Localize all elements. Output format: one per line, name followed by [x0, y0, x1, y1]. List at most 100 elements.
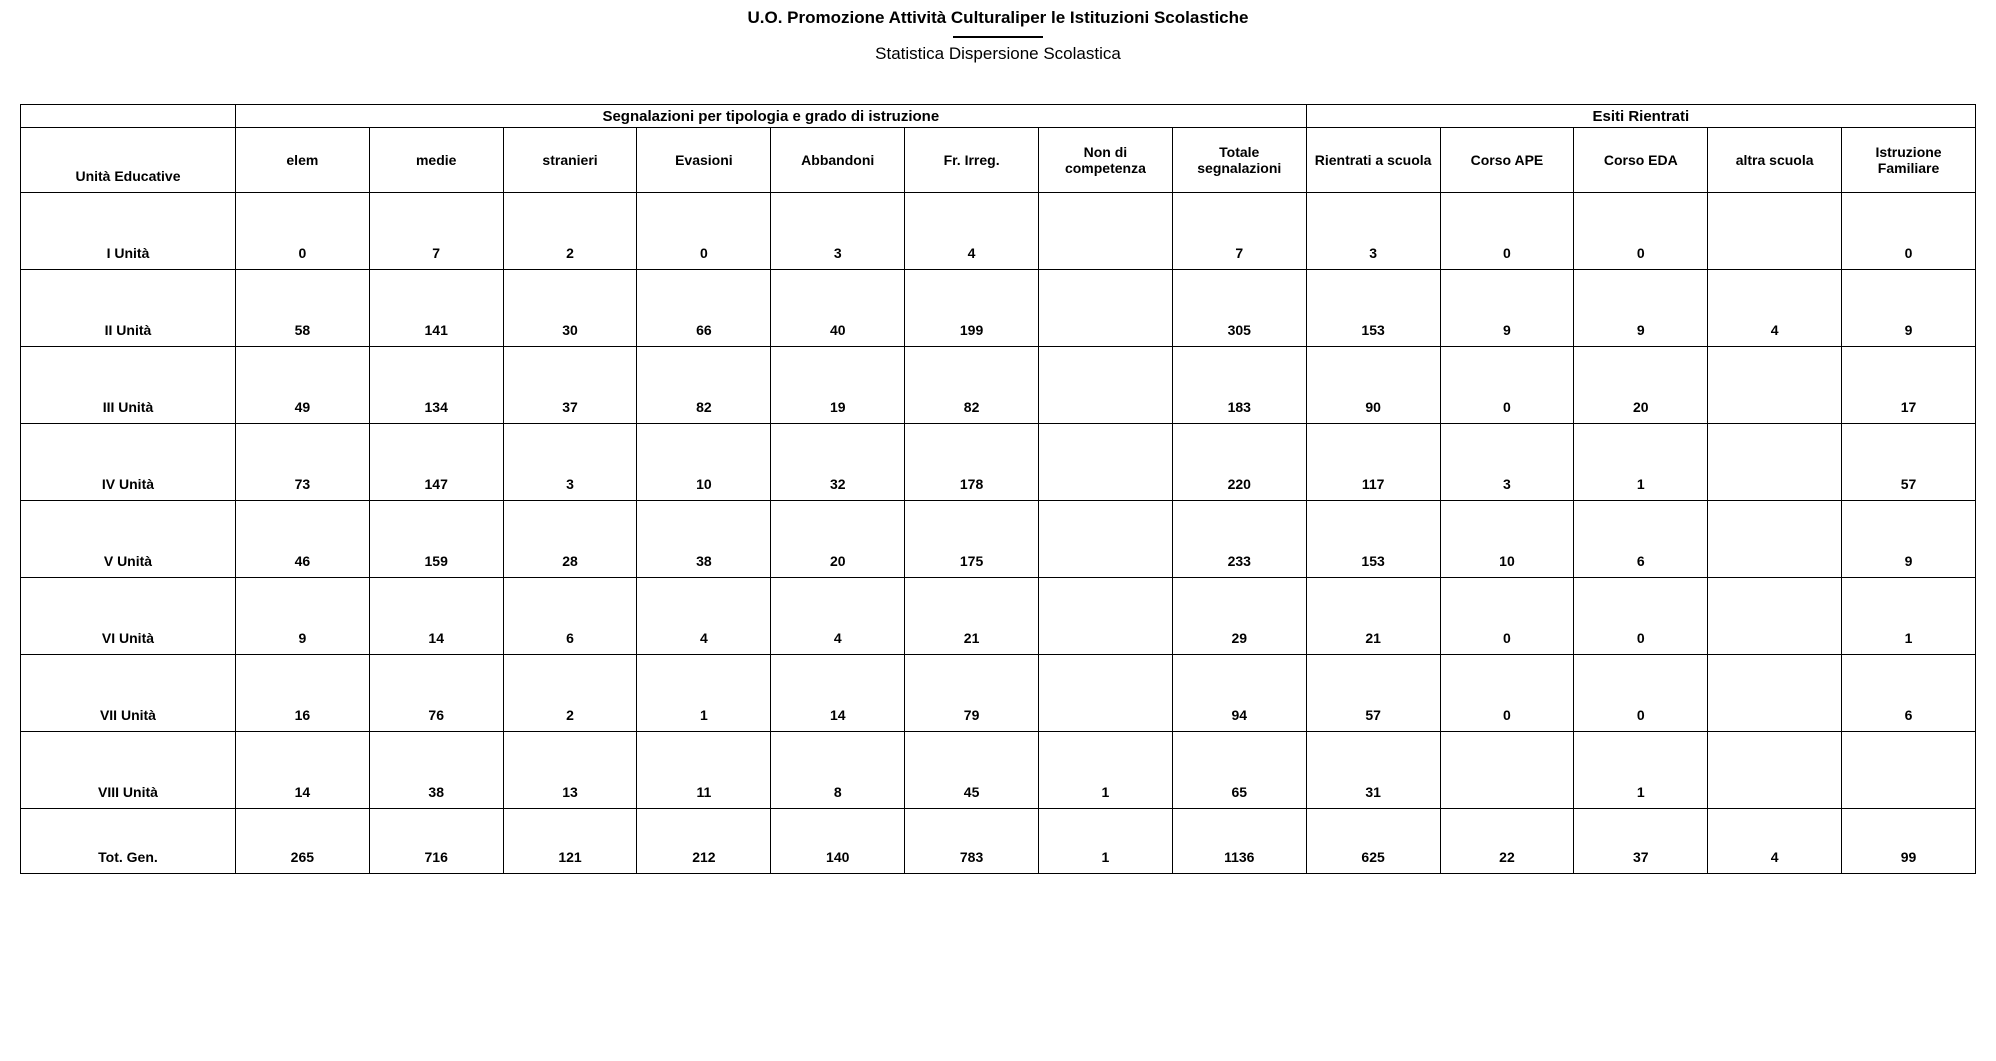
cell: 3 — [1440, 424, 1574, 501]
group-header-segnalazioni: Segnalazioni per tipologia e grado di is… — [235, 105, 1306, 128]
cell: 6 — [503, 578, 637, 655]
cell: 117 — [1306, 424, 1440, 501]
cell: 46 — [235, 501, 369, 578]
cell: 0 — [1574, 578, 1708, 655]
cell — [1039, 424, 1173, 501]
statistics-table: Segnalazioni per tipologia e grado di is… — [20, 104, 1976, 874]
cell: 10 — [637, 424, 771, 501]
cell: 82 — [637, 347, 771, 424]
row-label: VIII Unità — [21, 732, 236, 809]
cell: 14 — [369, 578, 503, 655]
cell: 20 — [1574, 347, 1708, 424]
document-header: U.O. Promozione Attività Culturaliper le… — [20, 8, 1976, 64]
cell: 21 — [1306, 578, 1440, 655]
row-label: I Unità — [21, 193, 236, 270]
cell — [1708, 578, 1842, 655]
cell: 22 — [1440, 809, 1574, 874]
col-fr-irreg: Fr. Irreg. — [905, 128, 1039, 193]
cell — [1708, 732, 1842, 809]
cell: 625 — [1306, 809, 1440, 874]
cell: 7 — [1172, 193, 1306, 270]
cell: 57 — [1842, 424, 1976, 501]
cell — [1039, 270, 1173, 347]
cell: 58 — [235, 270, 369, 347]
cell: 159 — [369, 501, 503, 578]
cell — [1039, 347, 1173, 424]
blank-header — [21, 105, 236, 128]
cell: 11 — [637, 732, 771, 809]
cell: 14 — [235, 732, 369, 809]
cell: 0 — [1440, 193, 1574, 270]
cell: 38 — [369, 732, 503, 809]
table-row: III Unità 49 134 37 82 19 82 183 90 0 20… — [21, 347, 1976, 424]
cell: 9 — [235, 578, 369, 655]
cell: 0 — [1440, 578, 1574, 655]
cell: 66 — [637, 270, 771, 347]
cell: 3 — [771, 193, 905, 270]
col-unita: Unità Educative — [21, 128, 236, 193]
cell — [1708, 424, 1842, 501]
cell: 14 — [771, 655, 905, 732]
col-corso-eda: Corso EDA — [1574, 128, 1708, 193]
title-divider — [953, 36, 1043, 38]
table-row: VI Unità 9 14 6 4 4 21 29 21 0 0 1 — [21, 578, 1976, 655]
cell: 4 — [771, 578, 905, 655]
cell: 4 — [637, 578, 771, 655]
row-label: II Unità — [21, 270, 236, 347]
cell: 140 — [771, 809, 905, 874]
col-abbandoni: Abbandoni — [771, 128, 905, 193]
cell: 6 — [1842, 655, 1976, 732]
cell: 94 — [1172, 655, 1306, 732]
table-row: IV Unità 73 147 3 10 32 178 220 117 3 1 … — [21, 424, 1976, 501]
page-title: U.O. Promozione Attività Culturaliper le… — [20, 8, 1976, 28]
cell — [1039, 578, 1173, 655]
cell — [1039, 193, 1173, 270]
cell: 82 — [905, 347, 1039, 424]
total-label: Tot. Gen. — [21, 809, 236, 874]
cell: 0 — [1440, 655, 1574, 732]
cell: 153 — [1306, 270, 1440, 347]
cell: 220 — [1172, 424, 1306, 501]
cell: 29 — [1172, 578, 1306, 655]
cell: 37 — [1574, 809, 1708, 874]
cell: 6 — [1574, 501, 1708, 578]
cell: 3 — [1306, 193, 1440, 270]
cell: 0 — [1574, 193, 1708, 270]
cell — [1039, 655, 1173, 732]
cell: 4 — [905, 193, 1039, 270]
cell: 199 — [905, 270, 1039, 347]
cell: 13 — [503, 732, 637, 809]
cell: 0 — [1440, 347, 1574, 424]
col-rientrati: Rientrati a scuola — [1306, 128, 1440, 193]
row-label: III Unità — [21, 347, 236, 424]
group-header-row: Segnalazioni per tipologia e grado di is… — [21, 105, 1976, 128]
col-corso-ape: Corso APE — [1440, 128, 1574, 193]
cell: 0 — [235, 193, 369, 270]
cell: 783 — [905, 809, 1039, 874]
cell — [1708, 501, 1842, 578]
cell: 0 — [637, 193, 771, 270]
cell: 716 — [369, 809, 503, 874]
cell: 32 — [771, 424, 905, 501]
cell: 305 — [1172, 270, 1306, 347]
cell — [1708, 655, 1842, 732]
cell: 7 — [369, 193, 503, 270]
cell: 40 — [771, 270, 905, 347]
cell: 38 — [637, 501, 771, 578]
cell — [1708, 193, 1842, 270]
table-row: I Unità 0 7 2 0 3 4 7 3 0 0 0 — [21, 193, 1976, 270]
row-label: VI Unità — [21, 578, 236, 655]
cell: 178 — [905, 424, 1039, 501]
col-totale: Totale segnalazioni — [1172, 128, 1306, 193]
cell: 212 — [637, 809, 771, 874]
column-header-row: Unità Educative elem medie stranieri Eva… — [21, 128, 1976, 193]
cell: 30 — [503, 270, 637, 347]
cell: 73 — [235, 424, 369, 501]
cell: 1 — [637, 655, 771, 732]
cell: 9 — [1574, 270, 1708, 347]
cell: 90 — [1306, 347, 1440, 424]
cell: 99 — [1842, 809, 1976, 874]
cell: 1136 — [1172, 809, 1306, 874]
table-row: VII Unità 16 76 2 1 14 79 94 57 0 0 6 — [21, 655, 1976, 732]
cell: 4 — [1708, 270, 1842, 347]
